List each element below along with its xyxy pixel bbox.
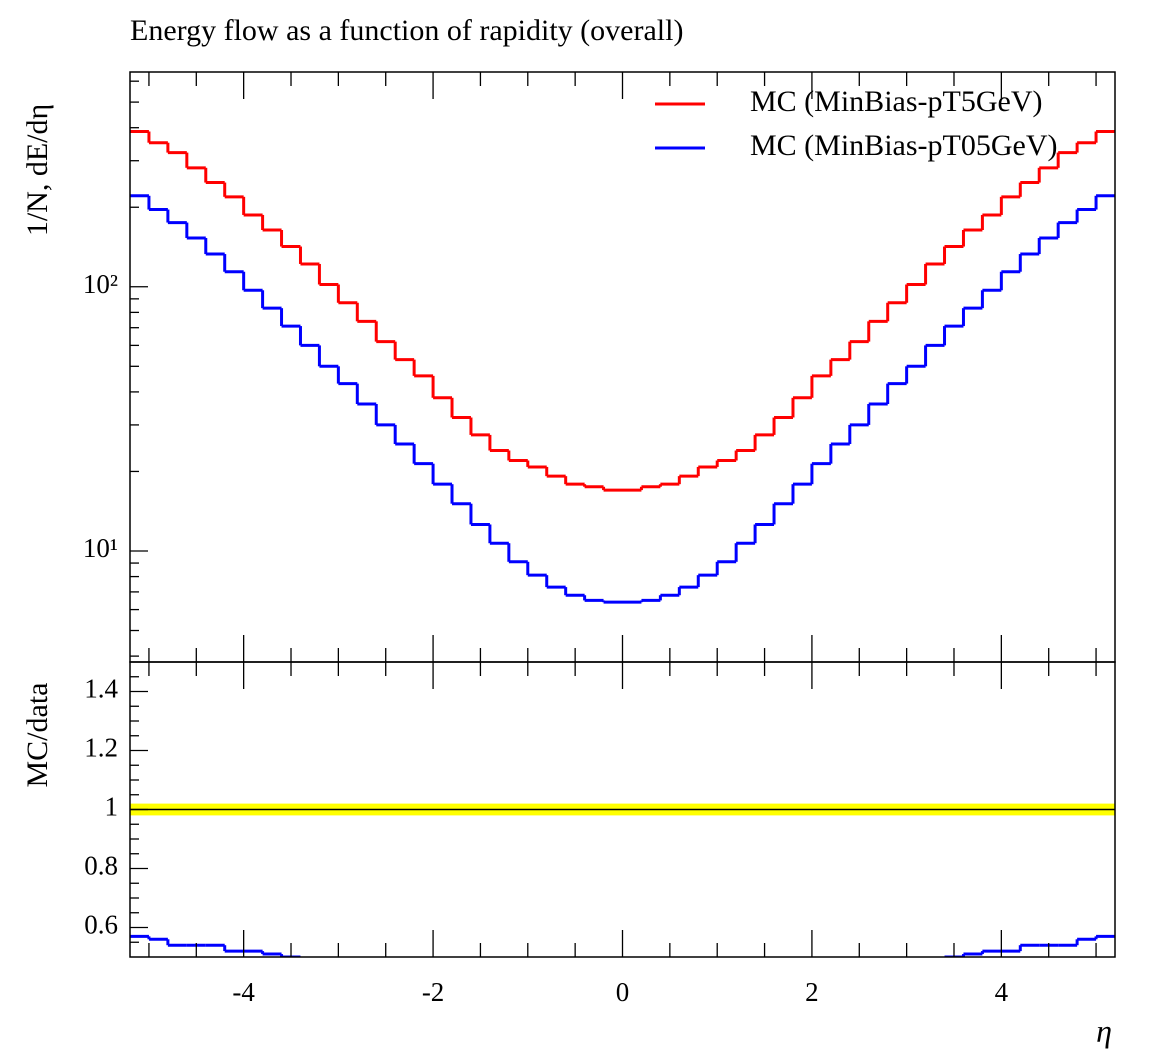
y-tick-label: 0.6 [84,910,118,940]
x-tick-label: 4 [995,977,1009,1007]
chart-title: Energy flow as a function of rapidity (o… [130,14,683,47]
y-tick-label: 1.2 [84,733,118,763]
x-tick-label: 0 [616,977,630,1007]
y-tick-label: 10¹ [83,533,118,563]
x-tick-label: -4 [232,977,255,1007]
y-tick-label: 1.4 [84,674,118,704]
y-tick-label: 10² [83,269,118,299]
x-tick-label: 2 [805,977,819,1007]
legend-label: MC (MinBias-pT5GeV) [750,85,1042,118]
plot-area [130,803,1115,957]
legend-label: MC (MinBias-pT05GeV) [750,129,1057,162]
x-axis-label: η [1096,1012,1112,1048]
y-tick-label: 1 [105,792,119,822]
y-tick-label: 0.8 [84,851,118,881]
x-tick-label: -2 [422,977,445,1007]
plot-area [130,129,1115,604]
y-axis-label: 1/N, dE/dη [21,104,54,236]
ratio-y-axis-label: MC/data [21,683,54,788]
